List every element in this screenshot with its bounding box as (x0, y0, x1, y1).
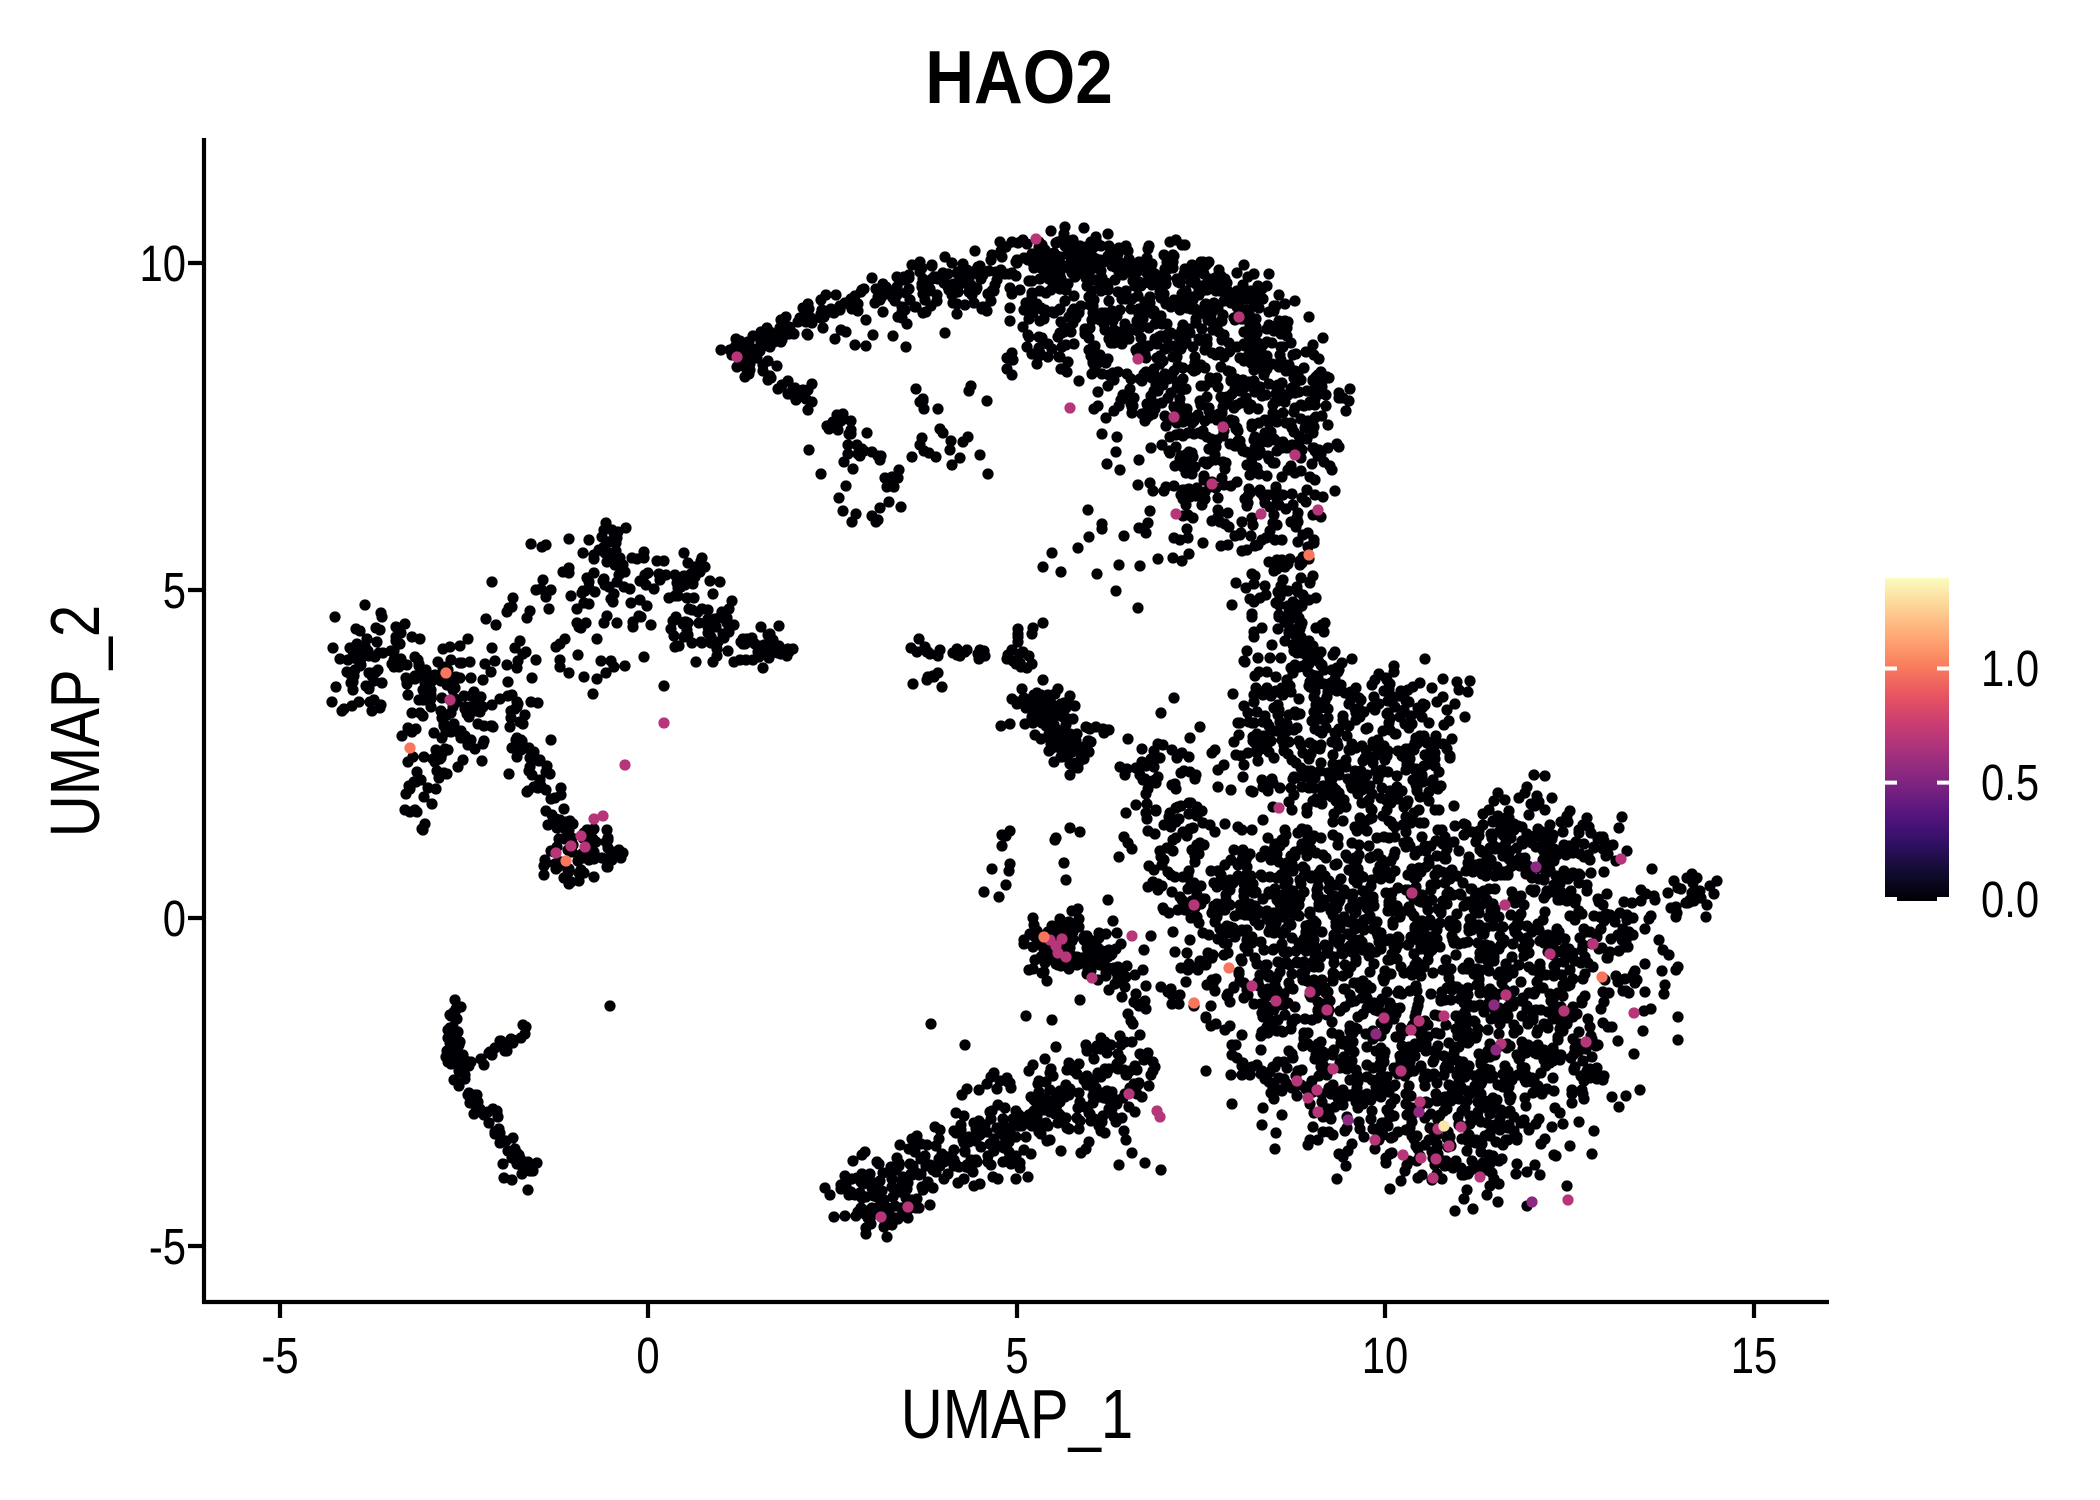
svg-text:10: 10 (139, 235, 186, 292)
svg-text:15: 15 (1731, 1327, 1778, 1384)
svg-text:1.0: 1.0 (1981, 640, 2039, 697)
svg-text:5: 5 (163, 562, 186, 619)
svg-text:0.5: 0.5 (1981, 754, 2039, 811)
svg-text:UMAP_2: UMAP_2 (36, 605, 114, 837)
svg-text:-5: -5 (149, 1218, 186, 1275)
svg-text:10: 10 (1362, 1327, 1409, 1384)
svg-text:0: 0 (636, 1327, 659, 1384)
svg-text:-5: -5 (261, 1327, 298, 1384)
svg-text:0.0: 0.0 (1981, 871, 2039, 928)
svg-text:5: 5 (1005, 1327, 1028, 1384)
svg-text:HAO2: HAO2 (925, 36, 1112, 120)
svg-text:0: 0 (163, 890, 186, 947)
svg-text:UMAP_1: UMAP_1 (901, 1375, 1133, 1453)
